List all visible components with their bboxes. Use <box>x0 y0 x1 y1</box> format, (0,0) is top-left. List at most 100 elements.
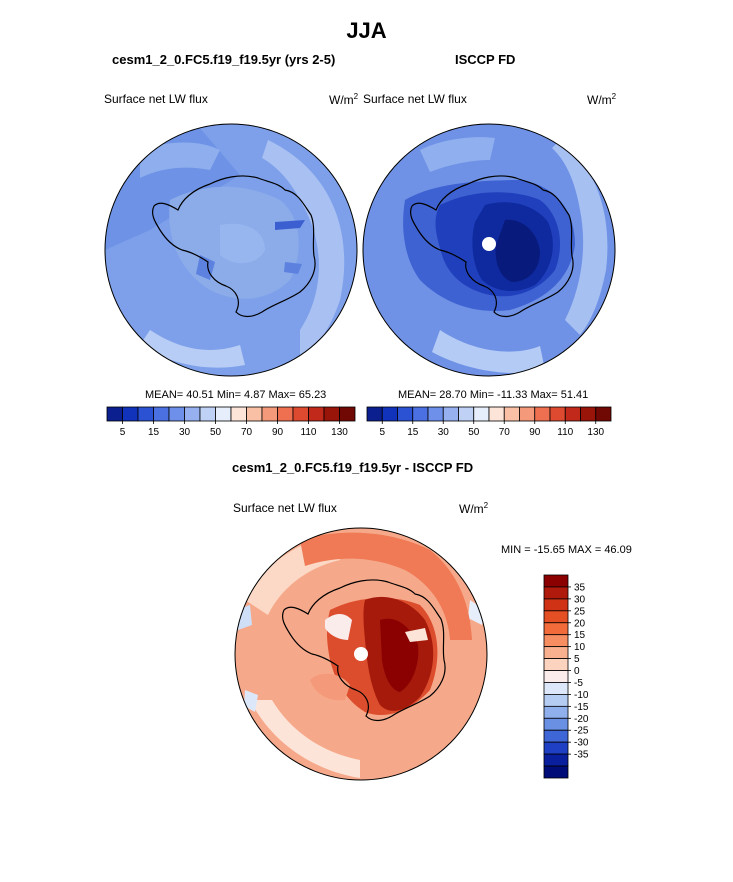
obs-colorbar-box <box>595 406 612 422</box>
model-colorbar-box <box>137 406 154 422</box>
diff-colorbar-box <box>543 634 569 648</box>
obs-colorbar-label: 70 <box>499 427 511 438</box>
obs-colorbar-box <box>458 406 475 422</box>
model-colorbar-box <box>292 406 309 422</box>
obs-colorbar: 5 15 30 50 70 90 110 130 <box>366 406 612 438</box>
model-colorbar-label: 130 <box>331 427 348 438</box>
model-colorbar-box <box>277 406 294 422</box>
diff-colorbar-box <box>543 682 569 695</box>
model-stats: MEAN= 40.51 Min= 4.87 Max= 65.23 <box>145 389 327 401</box>
obs-colorbar-box <box>427 406 444 422</box>
diff-colorbar-box <box>543 658 569 671</box>
diff-colorbar-box <box>543 610 569 624</box>
diff-colorbar-box <box>543 586 569 600</box>
obs-colorbar-box <box>381 406 398 422</box>
obs-variable-label: Surface net LW flux <box>363 92 467 106</box>
model-colorbar-box <box>230 406 247 422</box>
model-colorbar-box <box>261 406 278 422</box>
diff-colorbar-box <box>543 646 569 659</box>
model-colorbar-box <box>215 406 232 422</box>
diff-colorbar-label: 15 <box>574 630 586 641</box>
obs-colorbar-box <box>519 406 536 422</box>
diff-colorbar-label: 35 <box>574 582 586 593</box>
diff-map-border <box>234 527 488 781</box>
diff-variable-label: Surface net LW flux <box>233 501 337 515</box>
model-variable-label: Surface net LW flux <box>104 92 208 106</box>
obs-colorbar-box <box>366 406 383 422</box>
diff-colorbar-box <box>543 598 569 612</box>
obs-colorbar-box <box>549 406 566 422</box>
obs-colorbar-label: 50 <box>468 427 480 438</box>
model-colorbar-box <box>168 406 185 422</box>
diff-colorbar-label: -30 <box>574 738 589 749</box>
diff-colorbar-box <box>543 670 569 683</box>
diff-colorbar-label: 20 <box>574 618 586 629</box>
model-map <box>105 124 357 376</box>
model-colorbar-box <box>323 406 340 422</box>
obs-colorbar-label: 5 <box>379 427 385 438</box>
diff-colorbar-label: 30 <box>574 594 586 605</box>
obs-colorbar-box <box>564 406 581 422</box>
diff-colorbar-label: -25 <box>574 726 589 737</box>
model-colorbar-box <box>106 406 123 422</box>
model-colorbar-box <box>199 406 216 422</box>
obs-units-label: W/m2 <box>587 92 617 107</box>
obs-colorbar-label: 15 <box>407 427 419 438</box>
diff-colorbar-box <box>543 694 569 707</box>
obs-colorbar-label: 110 <box>557 427 573 438</box>
diff-panel-title: cesm1_2_0.FC5.f19_f19.5yr - ISCCP FD <box>232 460 474 475</box>
obs-colorbar-box <box>397 406 414 422</box>
diff-coastline <box>281 579 446 722</box>
obs-colorbar-box <box>473 406 490 422</box>
obs-panel-title: ISCCP FD <box>455 52 516 67</box>
diff-colorbar-label: -35 <box>574 750 589 761</box>
model-colorbar-label: 90 <box>272 427 284 438</box>
diff-missing-pole-marker <box>354 647 368 661</box>
model-colorbar-label: 70 <box>241 427 253 438</box>
obs-colorbar-box <box>534 406 551 422</box>
diff-colorbar-label: -20 <box>574 714 589 725</box>
obs-colorbar-box <box>442 406 459 422</box>
diff-colorbar-box <box>543 622 569 636</box>
obs-colorbar-label: 90 <box>529 427 541 438</box>
model-units-label: W/m2 <box>329 92 359 107</box>
obs-colorbar-box <box>412 406 429 422</box>
model-colorbar-box <box>122 406 139 422</box>
diff-colorbar-label: 10 <box>574 642 586 653</box>
figure-title: JJA <box>346 18 387 43</box>
model-colorbar: 5 15 30 50 70 90 110 130 <box>106 406 356 438</box>
diff-colorbar-label: 0 <box>574 666 580 677</box>
obs-colorbar-label: 30 <box>438 427 450 438</box>
model-colorbar-label: 50 <box>210 427 222 438</box>
diff-colorbar-label: 5 <box>574 654 580 665</box>
model-map-border <box>104 123 358 377</box>
obs-colorbar-box <box>488 406 505 422</box>
model-colorbar-label: 5 <box>120 427 126 438</box>
obs-colorbar-label: 130 <box>587 427 604 438</box>
diff-units-label: W/m2 <box>459 501 489 516</box>
diff-colorbar-label: -5 <box>574 678 583 689</box>
model-colorbar-box <box>339 406 356 422</box>
model-coastline <box>151 175 316 318</box>
obs-colorbar-box <box>503 406 520 422</box>
model-colorbar-box <box>246 406 263 422</box>
obs-coastline <box>409 175 574 318</box>
obs-map-border <box>362 123 616 377</box>
diff-colorbar-box <box>543 753 569 767</box>
model-colorbar-box <box>308 406 325 422</box>
model-colorbar-label: 30 <box>179 427 191 438</box>
diff-stats: MIN = -15.65 MAX = 46.09 <box>501 544 632 556</box>
diff-colorbar-box <box>543 729 569 743</box>
diff-colorbar-box <box>543 765 569 779</box>
diff-colorbar-box <box>543 717 569 731</box>
model-colorbar-box <box>184 406 201 422</box>
diff-colorbar-box <box>543 741 569 755</box>
model-colorbar-label: 15 <box>148 427 160 438</box>
model-colorbar-box <box>153 406 170 422</box>
diff-colorbar-label: -10 <box>574 690 589 701</box>
diff-colorbar-box <box>543 705 569 719</box>
diff-colorbar-label: 25 <box>574 606 586 617</box>
model-colorbar-label: 110 <box>301 427 317 438</box>
